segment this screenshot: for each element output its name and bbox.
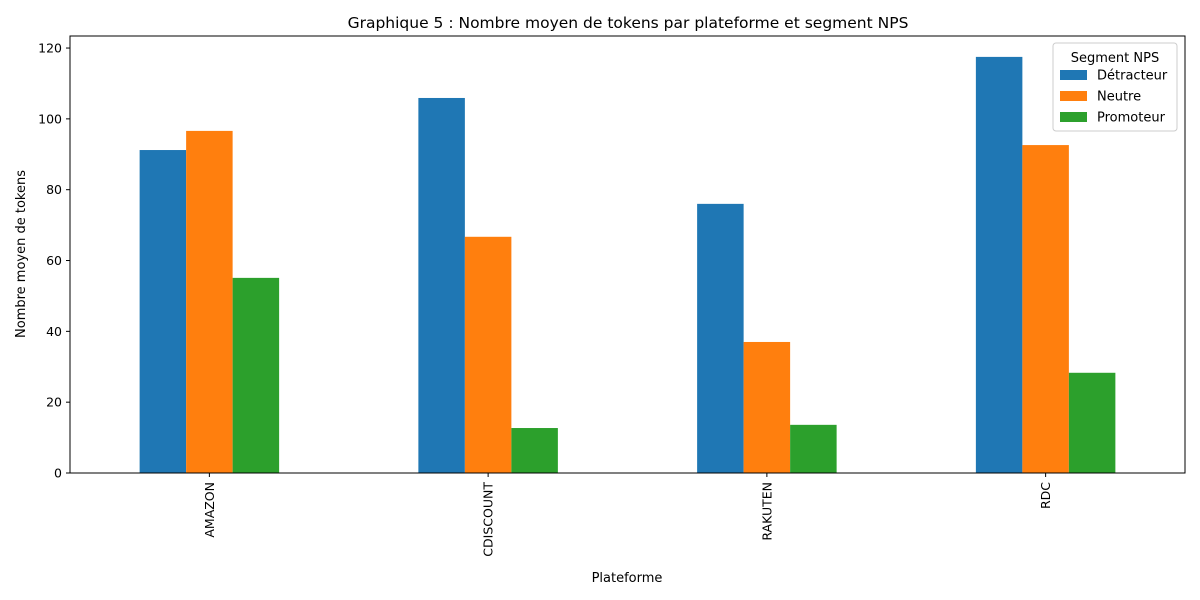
bar-rdc-neutre	[1022, 145, 1069, 473]
legend-items: Détracteur Neutre Promoteur	[1060, 69, 1168, 126]
y-tick-label: 0	[54, 466, 62, 481]
legend-swatch	[1060, 70, 1087, 80]
legend-swatch	[1060, 91, 1087, 101]
y-axis-title: Nombre moyen de tokens	[14, 170, 29, 338]
legend-label: Promoteur	[1097, 111, 1166, 126]
bar-cdiscount-promoteur	[511, 428, 558, 473]
legend: Segment NPS Détracteur Neutre Promoteur	[1052, 42, 1178, 132]
y-axis: 0 20 40 60 80 100 120	[38, 41, 70, 481]
y-tick-label: 120	[38, 41, 62, 56]
bar-rdc-promoteur	[1068, 372, 1116, 473]
x-tick-label: RDC	[1038, 482, 1053, 509]
chart-title: Graphique 5 : Nombre moyen de tokens par…	[348, 14, 909, 32]
bar-cdiscount-detracteur	[418, 97, 465, 473]
legend-box	[1052, 42, 1178, 132]
legend-swatch	[1060, 112, 1087, 122]
x-axis: AMAZON CDISCOUNT RAKUTEN RDC	[202, 473, 1053, 557]
bar-amazon-neutre	[186, 130, 233, 473]
y-tick-label: 40	[46, 324, 62, 339]
y-tick-label: 80	[46, 182, 62, 197]
plot-frame	[69, 35, 1186, 474]
x-tick-label: RAKUTEN	[759, 482, 774, 541]
bar-rdc-detracteur	[975, 56, 1023, 474]
bar-amazon-detracteur	[139, 150, 187, 473]
x-tick-label: AMAZON	[202, 482, 217, 538]
bar-rakuten-detracteur	[697, 203, 744, 473]
legend-title: Segment NPS	[1071, 51, 1159, 66]
bar-cdiscount-neutre	[464, 236, 512, 473]
legend-label: Détracteur	[1097, 69, 1168, 84]
bars-group	[139, 56, 1116, 474]
y-tick-label: 20	[46, 395, 62, 410]
y-tick-label: 100	[38, 111, 62, 126]
y-tick-label: 60	[46, 253, 62, 268]
legend-label: Neutre	[1097, 90, 1141, 105]
bar-rakuten-promoteur	[790, 424, 837, 473]
x-axis-title: Plateforme	[592, 571, 663, 586]
bar-amazon-promoteur	[232, 277, 280, 473]
bar-rakuten-neutre	[743, 341, 791, 473]
x-tick-label: CDISCOUNT	[481, 482, 496, 557]
